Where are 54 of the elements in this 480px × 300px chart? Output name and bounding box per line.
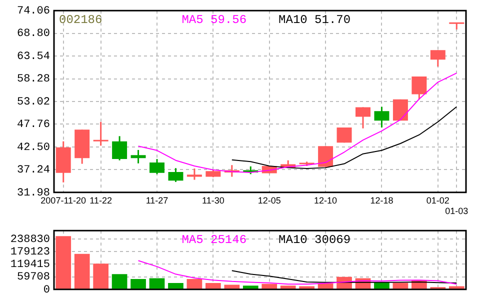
y-tick-label: 63.54 — [16, 50, 50, 63]
bar — [224, 284, 240, 289]
y-tick-label: 74.06 — [16, 6, 50, 18]
x-tick-label: 11-27 — [146, 195, 168, 206]
x-tick-label: 12-05 — [258, 195, 281, 206]
y-tick-label: 53.02 — [16, 96, 50, 108]
candlestick — [412, 76, 427, 100]
bar — [149, 278, 165, 289]
candlestick — [356, 106, 370, 130]
text: MA10 30069 — [278, 232, 351, 247]
y-tick-label: 42.50 — [16, 142, 50, 154]
y-tick-label: 119415 — [10, 259, 50, 272]
bar — [262, 284, 278, 289]
x-tick-label: 11-22 — [90, 195, 112, 206]
candlestick — [374, 106, 390, 128]
bar — [448, 286, 464, 289]
bar — [206, 283, 221, 289]
y-tick-label: 179123 — [10, 246, 50, 258]
y-tick-label: 68.80 — [16, 28, 50, 40]
x-tick-label: 2007-11-20 — [40, 195, 86, 206]
bar — [299, 286, 314, 289]
chart-title: 002186 — [59, 12, 102, 27]
bar — [280, 286, 296, 289]
bar — [112, 274, 128, 289]
text: MA10 51.70 — [278, 12, 351, 27]
x-tick-label: 01-03 — [445, 206, 468, 216]
candlestick — [112, 135, 128, 162]
x-tick-label: 12-10 — [314, 195, 338, 206]
bar — [93, 264, 108, 289]
bar — [130, 279, 146, 289]
bar — [56, 236, 72, 289]
x-tick-label: 11-30 — [202, 195, 224, 206]
y-tick-label: 238830 — [10, 234, 50, 246]
y-tick-label: 58.28 — [16, 74, 50, 86]
candlestick — [130, 149, 146, 164]
y-tick-label: 37.24 — [16, 164, 50, 177]
text: MA5 59.56 — [182, 12, 247, 27]
candlestick — [93, 121, 108, 146]
text: MA5 25146 — [182, 232, 247, 247]
candlestick — [186, 168, 202, 181]
candlestick — [150, 158, 164, 175]
candlestick — [168, 167, 184, 183]
y-tick-label: 0 — [43, 284, 50, 296]
candlestick — [336, 126, 352, 144]
bar — [168, 283, 184, 289]
bar — [186, 279, 202, 289]
bar — [242, 286, 258, 289]
y-tick-label: 47.76 — [16, 119, 50, 132]
x-tick-label: 01-02 — [426, 195, 450, 206]
candlestick — [430, 49, 446, 68]
bar — [74, 254, 90, 289]
x-tick-label: 12-18 — [370, 195, 394, 206]
y-tick-label: 59708 — [16, 272, 50, 284]
candlestick — [318, 145, 334, 168]
